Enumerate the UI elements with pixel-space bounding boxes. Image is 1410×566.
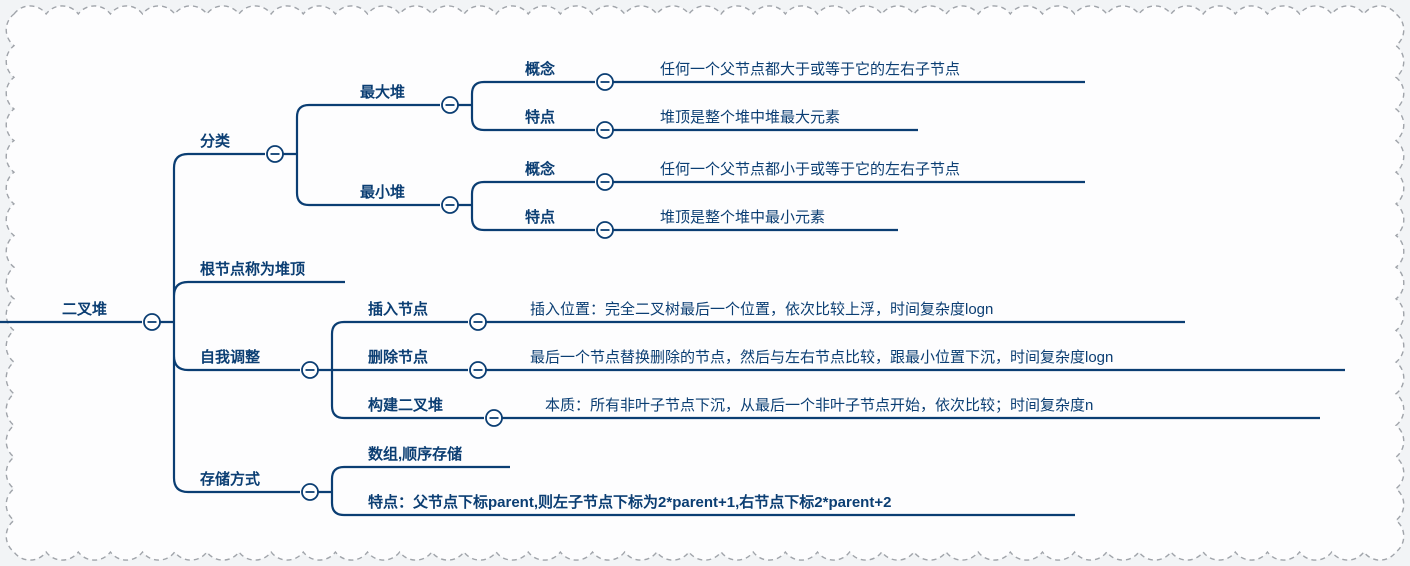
insert-leaf: 插入位置：完全二叉树最后一个位置，依次比较上浮，时间复杂度logn [530,300,993,318]
max-feature-label: 特点 [525,108,555,126]
max-concept-collapse-icon[interactable] [597,74,613,90]
storage-collapse-icon[interactable] [302,484,318,500]
insert-collapse-icon[interactable] [470,314,486,330]
classify-collapse-icon[interactable] [267,146,283,162]
min-concept-label: 概念 [525,160,555,178]
root-label: 二叉堆 [62,300,107,318]
minheap-collapse-icon[interactable] [442,197,458,213]
selfadjust-collapse-icon[interactable] [302,362,318,378]
max-concept-leaf: 任何一个父节点都大于或等于它的左右子节点 [660,60,960,78]
min-concept-collapse-icon[interactable] [597,174,613,190]
build-label: 构建二叉堆 [368,396,443,414]
min-feature-label: 特点 [525,208,555,226]
minheap-label: 最小堆 [360,183,405,201]
delete-label: 删除节点 [368,348,428,366]
delete-leaf: 最后一个节点替换删除的节点，然后与左右节点比较，跟最小位置下沉，时间复杂度log… [530,348,1113,366]
min-feature-collapse-icon[interactable] [597,222,613,238]
build-leaf: 本质：所有非叶子节点下沉，从最后一个非叶子节点开始，依次比较；时间复杂度n [545,396,1093,414]
min-feature-leaf: 堆顶是整个堆中最小元素 [660,209,825,226]
array-label: 数组,顺序存储 [368,445,462,463]
selfadjust-label: 自我调整 [200,348,260,366]
build-collapse-icon[interactable] [486,410,502,426]
min-concept-leaf: 任何一个父节点都小于或等于它的左右子节点 [660,160,960,178]
maxheap-collapse-icon[interactable] [442,97,458,113]
max-concept-label: 概念 [525,60,555,78]
rootnode-label: 根节点称为堆顶 [200,260,305,278]
classify-label: 分类 [200,132,231,150]
root-collapse-icon[interactable] [144,314,160,330]
storage-label: 存储方式 [200,470,260,488]
mindmap-canvas: 二叉堆分类最大堆概念任何一个父节点都大于或等于它的左右子节点特点堆顶是整个堆中堆… [0,0,1410,566]
feature-label: 特点：父节点下标parent,则左子节点下标为2*parent+1,右节点下标2… [368,493,891,511]
max-feature-leaf: 堆顶是整个堆中堆最大元素 [660,109,840,126]
maxheap-label: 最大堆 [360,83,405,101]
insert-label: 插入节点 [368,300,428,318]
max-feature-collapse-icon[interactable] [597,122,613,138]
delete-collapse-icon[interactable] [470,362,486,378]
